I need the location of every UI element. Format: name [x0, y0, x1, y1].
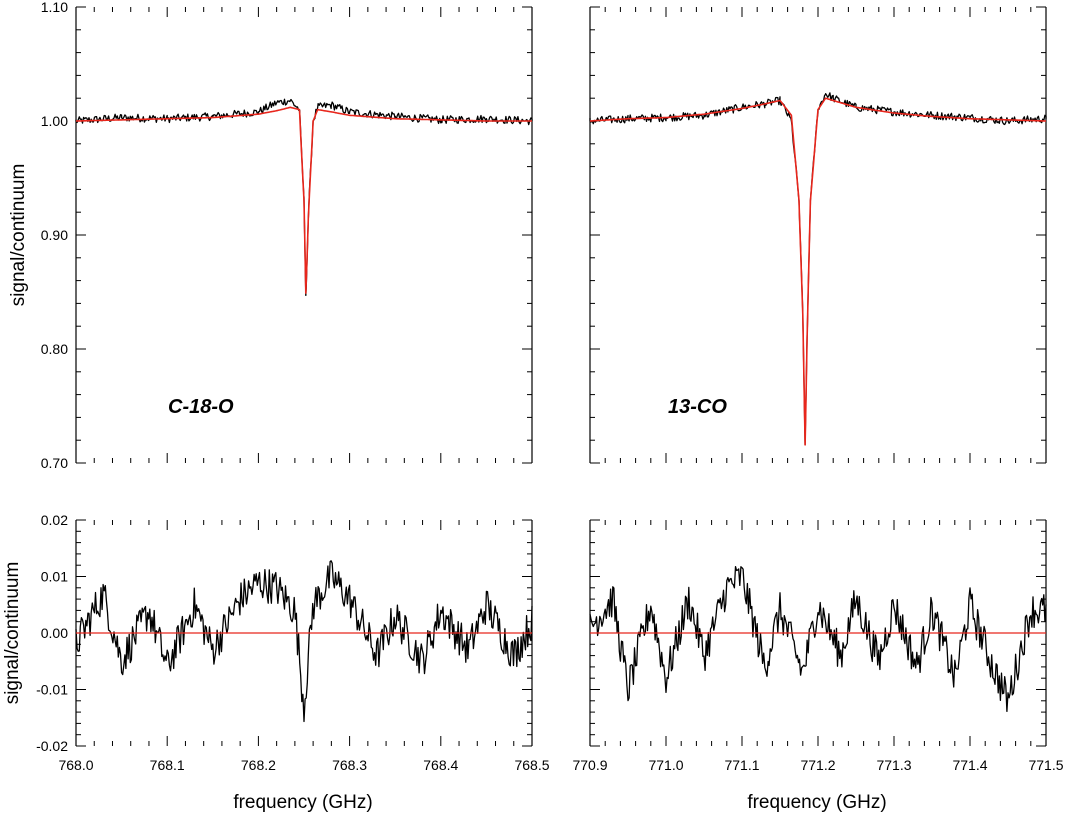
y-tick-label: -0.02: [36, 738, 68, 754]
data-line: [589, 92, 1047, 446]
x-tick-label: 770.9: [572, 757, 607, 773]
y-tick-label: 0.90: [41, 227, 68, 243]
x-tick-label: 771.0: [648, 757, 683, 773]
panel-label-c18o: C-18-O: [168, 396, 234, 418]
y-tick-label: 1.10: [41, 0, 68, 15]
panel-label-13co: 13-CO: [668, 396, 727, 418]
y-tick-label: 1.00: [41, 113, 68, 129]
x-tick-label: 768.0: [58, 757, 93, 773]
y-tick-label: 0.02: [41, 512, 68, 528]
x-tick-label: 771.4: [952, 757, 987, 773]
fit-line: [76, 106, 532, 294]
x-tick-label: 768.5: [514, 757, 549, 773]
y-tick-label: 0.00: [41, 625, 68, 641]
bottom-left-x-axis-title: frequency (GHz): [233, 792, 372, 813]
x-tick-label: 768.3: [332, 757, 367, 773]
y-tick-label: 0.01: [41, 569, 68, 585]
y-tick-label: 0.70: [41, 455, 68, 471]
x-tick-label: 771.5: [1028, 757, 1063, 773]
x-tick-label: 771.1: [724, 757, 759, 773]
fit-line: [589, 97, 1046, 446]
residual-line: [75, 560, 533, 723]
residual-line: [589, 565, 1047, 713]
x-tick-label: 771.2: [800, 757, 835, 773]
bottom-right-x-axis-title: frequency (GHz): [747, 792, 886, 813]
y-tick-label: -0.01: [36, 682, 68, 698]
x-tick-label: 768.2: [241, 757, 276, 773]
top-y-axis-title: signal/continuum: [8, 164, 29, 307]
y-tick-label: 0.80: [41, 341, 68, 357]
x-tick-label: 768.4: [423, 757, 458, 773]
x-tick-label: 771.3: [876, 757, 911, 773]
x-tick-label: 768.1: [150, 757, 185, 773]
bottom-y-axis-title: signal/continuum: [2, 562, 23, 705]
